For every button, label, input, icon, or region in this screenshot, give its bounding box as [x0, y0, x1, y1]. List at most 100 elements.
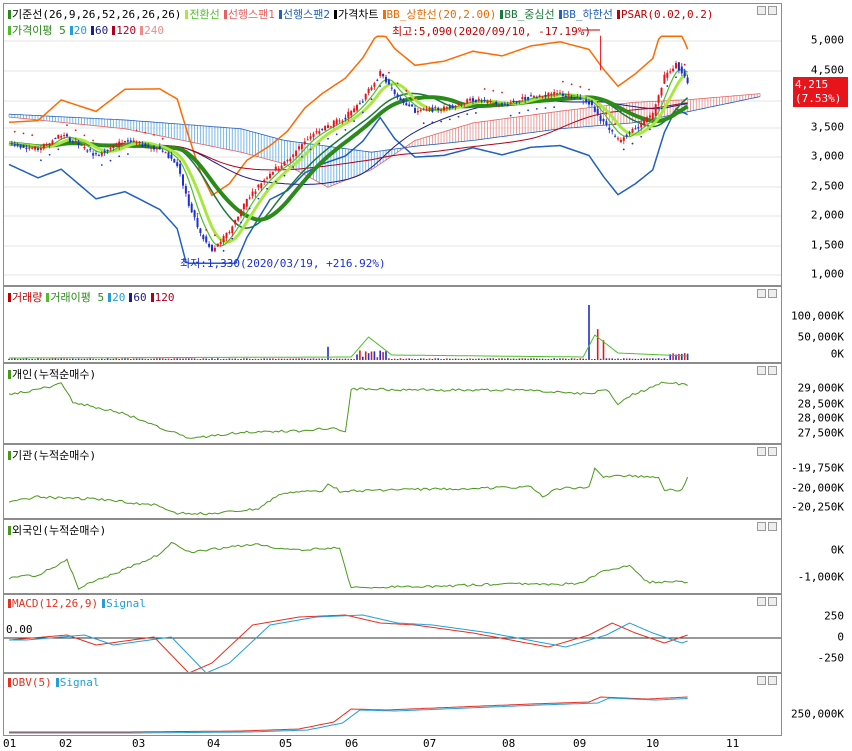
legend-item[interactable]: 60: [129, 291, 148, 304]
pane-controls[interactable]: [755, 289, 777, 301]
legend-item[interactable]: BB_하한선: [558, 8, 615, 21]
candle-body: [361, 101, 364, 103]
close-icon[interactable]: [768, 676, 777, 685]
pane-controls[interactable]: [755, 6, 777, 18]
legend-item[interactable]: 120: [150, 291, 177, 304]
volume-bar: [141, 358, 144, 360]
psar-dot: [83, 134, 86, 137]
legend-item[interactable]: 20: [108, 291, 127, 304]
psar-dot: [649, 128, 651, 131]
candle-body: [303, 141, 306, 145]
legend-item[interactable]: 240: [140, 24, 166, 37]
minimize-icon[interactable]: [757, 289, 766, 298]
legend-item[interactable]: 전환선: [185, 8, 221, 21]
close-icon[interactable]: [768, 597, 777, 606]
legend-item[interactable]: 외국인(누적순매수): [8, 524, 108, 537]
price-chart-pane[interactable]: 기준선(26,9,26,52,26,26,26) 전환선 선행스팬1 선행스팬2 가격차…: [3, 3, 782, 286]
legend-label: 120: [116, 24, 137, 37]
minimize-icon[interactable]: [757, 676, 766, 685]
legend-item[interactable]: BB_상한선(20,2.00): [382, 8, 499, 21]
legend-item[interactable]: 거래량: [8, 291, 44, 304]
candle-body: [532, 95, 535, 98]
volume-bar: [373, 351, 376, 360]
legend-item[interactable]: 거래이평 5: [46, 291, 106, 304]
candle-body: [437, 107, 440, 110]
minimize-icon[interactable]: [757, 447, 766, 456]
psar-dot: [179, 160, 182, 163]
volume-bar: [135, 358, 138, 360]
volume-bar: [318, 358, 321, 360]
volume-bar: [95, 359, 97, 360]
individual-net-buy-pane[interactable]: 개인(누적순매수): [3, 363, 782, 444]
legend-item[interactable]: PSAR(0.02,0.2): [616, 8, 716, 21]
volume-bar: [89, 358, 91, 360]
obv-pane[interactable]: OBV(5) Signal: [3, 673, 782, 736]
psar-dot: [301, 155, 303, 158]
candle-body: [370, 87, 373, 90]
legend-item[interactable]: Signal: [102, 597, 148, 610]
volume-bar: [669, 354, 671, 360]
candle-body: [121, 142, 124, 145]
candle-body: [416, 110, 419, 113]
psar-dot: [205, 229, 208, 231]
close-icon[interactable]: [768, 289, 777, 298]
volume-bar: [611, 358, 613, 360]
close-icon[interactable]: [768, 6, 777, 15]
foreign-net-buy-pane[interactable]: 외국인(누적순매수): [3, 519, 782, 594]
candle-body: [225, 232, 228, 239]
candle-body: [324, 125, 327, 131]
legend-item[interactable]: 기준선(26,9,26,52,26,26,26): [8, 8, 183, 21]
minimize-icon[interactable]: [757, 597, 766, 606]
minimize-icon[interactable]: [757, 6, 766, 15]
legend-label: 가격이평 5: [12, 24, 66, 37]
institution-net-buy-pane[interactable]: 기관(누적순매수): [3, 444, 782, 519]
legend-item[interactable]: 가격이평 5: [8, 24, 68, 37]
pane-controls[interactable]: [755, 676, 777, 688]
minimize-icon[interactable]: [757, 522, 766, 531]
y-tick-label: 28,000K: [797, 411, 844, 425]
pane-controls[interactable]: [755, 447, 777, 459]
macd-pane[interactable]: MACD(12,26,9) Signal 0.00: [3, 594, 782, 673]
volume-bar: [254, 358, 257, 360]
pane-controls[interactable]: [755, 366, 777, 378]
candle-body: [399, 97, 402, 101]
volume-pane[interactable]: 거래량 거래이평 5 20 60 120: [3, 286, 782, 363]
candle-body: [335, 119, 338, 125]
legend-item[interactable]: 선행스팬1: [223, 8, 277, 21]
legend-item[interactable]: Signal: [55, 676, 102, 689]
close-icon[interactable]: [768, 366, 777, 375]
pane-controls[interactable]: [755, 522, 777, 534]
close-icon[interactable]: [768, 522, 777, 531]
candle-body: [338, 120, 341, 122]
candle-body: [373, 83, 376, 87]
candle-body: [640, 122, 643, 128]
psar-dot: [422, 122, 425, 125]
legend-item[interactable]: 120: [112, 24, 138, 37]
legend-item[interactable]: 20: [69, 24, 89, 37]
legend-item[interactable]: MACD(12,26,9): [8, 597, 100, 610]
close-icon[interactable]: [768, 447, 777, 456]
volume-bar: [173, 358, 176, 360]
minimize-icon[interactable]: [757, 366, 766, 375]
legend-item[interactable]: OBV(5): [8, 676, 54, 689]
volume-bar: [463, 359, 466, 360]
obv-signal-line: [9, 697, 688, 734]
candle-body: [419, 109, 422, 111]
legend-item[interactable]: 기관(누적순매수): [8, 449, 98, 462]
psar-dot: [240, 221, 242, 224]
psar-dot: [370, 98, 373, 101]
volume-bar: [277, 358, 280, 360]
legend-item[interactable]: 선행스팬2: [278, 8, 332, 21]
legend-label: 60: [94, 24, 109, 37]
legend-item[interactable]: 개인(누적순매수): [8, 368, 98, 381]
bb-lower-line: [8, 107, 688, 265]
legend-item[interactable]: 가격차트: [334, 8, 380, 21]
pane-controls[interactable]: [755, 597, 777, 609]
candle-body: [103, 150, 106, 153]
psar-dot: [353, 120, 355, 123]
volume-bar: [625, 358, 628, 360]
legend-item[interactable]: BB_중심선: [500, 8, 556, 21]
candle-body: [216, 243, 219, 247]
candle-body: [71, 141, 74, 143]
legend-item[interactable]: 60: [90, 24, 110, 37]
